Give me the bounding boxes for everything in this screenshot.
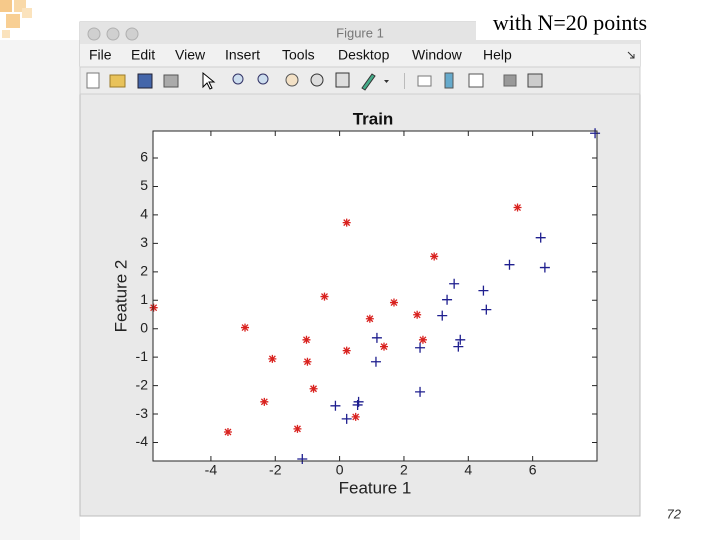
data-point bbox=[590, 128, 601, 139]
data-point bbox=[149, 303, 158, 312]
menu-item[interactable]: View bbox=[175, 47, 206, 63]
y-tick-label: 6 bbox=[140, 149, 148, 165]
data-point bbox=[418, 335, 427, 344]
axes-box bbox=[152, 130, 598, 462]
chart-title: Train bbox=[353, 109, 394, 128]
menu-item[interactable]: Window bbox=[412, 47, 463, 63]
plot-area bbox=[153, 131, 597, 461]
data-point bbox=[478, 285, 489, 296]
y-tick-label: 2 bbox=[140, 263, 148, 279]
data-point bbox=[535, 232, 546, 243]
data-point bbox=[371, 332, 382, 343]
slide-decoration bbox=[0, 0, 80, 540]
zoom-button[interactable] bbox=[125, 27, 139, 41]
y-axis-label: Feature 2 bbox=[111, 260, 130, 333]
x-tick-label: -4 bbox=[205, 462, 218, 478]
x-tick-label: 4 bbox=[464, 462, 472, 478]
y-tick-label: 5 bbox=[140, 177, 148, 193]
data-point bbox=[453, 341, 464, 352]
data-point bbox=[293, 424, 302, 433]
data-point bbox=[342, 218, 351, 227]
y-tick-label: 3 bbox=[140, 234, 148, 250]
dock-icon[interactable] bbox=[627, 51, 635, 59]
data-point bbox=[330, 400, 341, 411]
data-point bbox=[268, 354, 277, 363]
data-point bbox=[415, 386, 426, 397]
data-point bbox=[513, 203, 522, 212]
data-point bbox=[415, 342, 426, 353]
toolbar bbox=[79, 66, 641, 95]
menu-item[interactable]: File bbox=[89, 47, 112, 63]
data-point bbox=[309, 384, 318, 393]
data-point bbox=[341, 413, 352, 424]
page-number: 72 bbox=[667, 506, 682, 521]
data-point bbox=[481, 304, 492, 315]
x-tick-label: 2 bbox=[400, 462, 408, 478]
data-point bbox=[223, 427, 232, 436]
menu-item[interactable]: Desktop bbox=[338, 47, 390, 63]
toolbar-icons[interactable] bbox=[86, 71, 543, 91]
y-tick-label: -1 bbox=[136, 348, 149, 364]
minimize-button[interactable] bbox=[106, 27, 120, 41]
data-point bbox=[455, 334, 466, 345]
menu-item[interactable]: Tools bbox=[282, 47, 315, 63]
data-point bbox=[370, 356, 381, 367]
data-point bbox=[351, 412, 360, 421]
y-tick-label: -4 bbox=[136, 433, 149, 449]
data-point bbox=[342, 346, 351, 355]
x-tick-label: 6 bbox=[529, 462, 537, 478]
y-tick-label: 4 bbox=[140, 206, 148, 222]
data-point bbox=[449, 278, 460, 289]
chart: Train Feature 1 Feature 2 -4 -2 0 2 4 6 -4 -3 -2… bbox=[111, 109, 601, 497]
data-point bbox=[539, 262, 550, 273]
close-button[interactable] bbox=[87, 27, 101, 41]
data-point bbox=[365, 314, 374, 323]
x-tick-label: -2 bbox=[269, 462, 282, 478]
window-title: Figure 1 bbox=[336, 25, 384, 40]
data-point bbox=[303, 357, 312, 366]
data-point bbox=[430, 252, 439, 261]
menu-item[interactable]: Edit bbox=[131, 47, 155, 63]
data-point bbox=[260, 397, 269, 406]
data-point bbox=[413, 310, 422, 319]
menu-bar bbox=[80, 44, 640, 67]
note-background bbox=[476, 10, 706, 40]
y-tick-label: 0 bbox=[140, 319, 148, 335]
data-point bbox=[380, 342, 389, 351]
data-point bbox=[352, 399, 363, 410]
y-tick-label: -2 bbox=[136, 376, 149, 392]
data-point bbox=[442, 294, 453, 305]
y-tick-label: -3 bbox=[136, 405, 149, 421]
data-point bbox=[504, 259, 515, 270]
menu-item[interactable]: Help bbox=[483, 47, 512, 63]
data-point bbox=[437, 310, 448, 321]
data-point bbox=[389, 298, 398, 307]
data-point bbox=[241, 323, 250, 332]
x-tick-label: 0 bbox=[336, 462, 344, 478]
x-axis-label: Feature 1 bbox=[339, 478, 412, 497]
slide-note: with N=20 points bbox=[493, 10, 647, 35]
data-point bbox=[302, 335, 311, 344]
menu-item[interactable]: Insert bbox=[225, 47, 260, 63]
data-point bbox=[297, 454, 308, 465]
data-point bbox=[320, 292, 329, 301]
y-tick-label: 1 bbox=[140, 291, 148, 307]
